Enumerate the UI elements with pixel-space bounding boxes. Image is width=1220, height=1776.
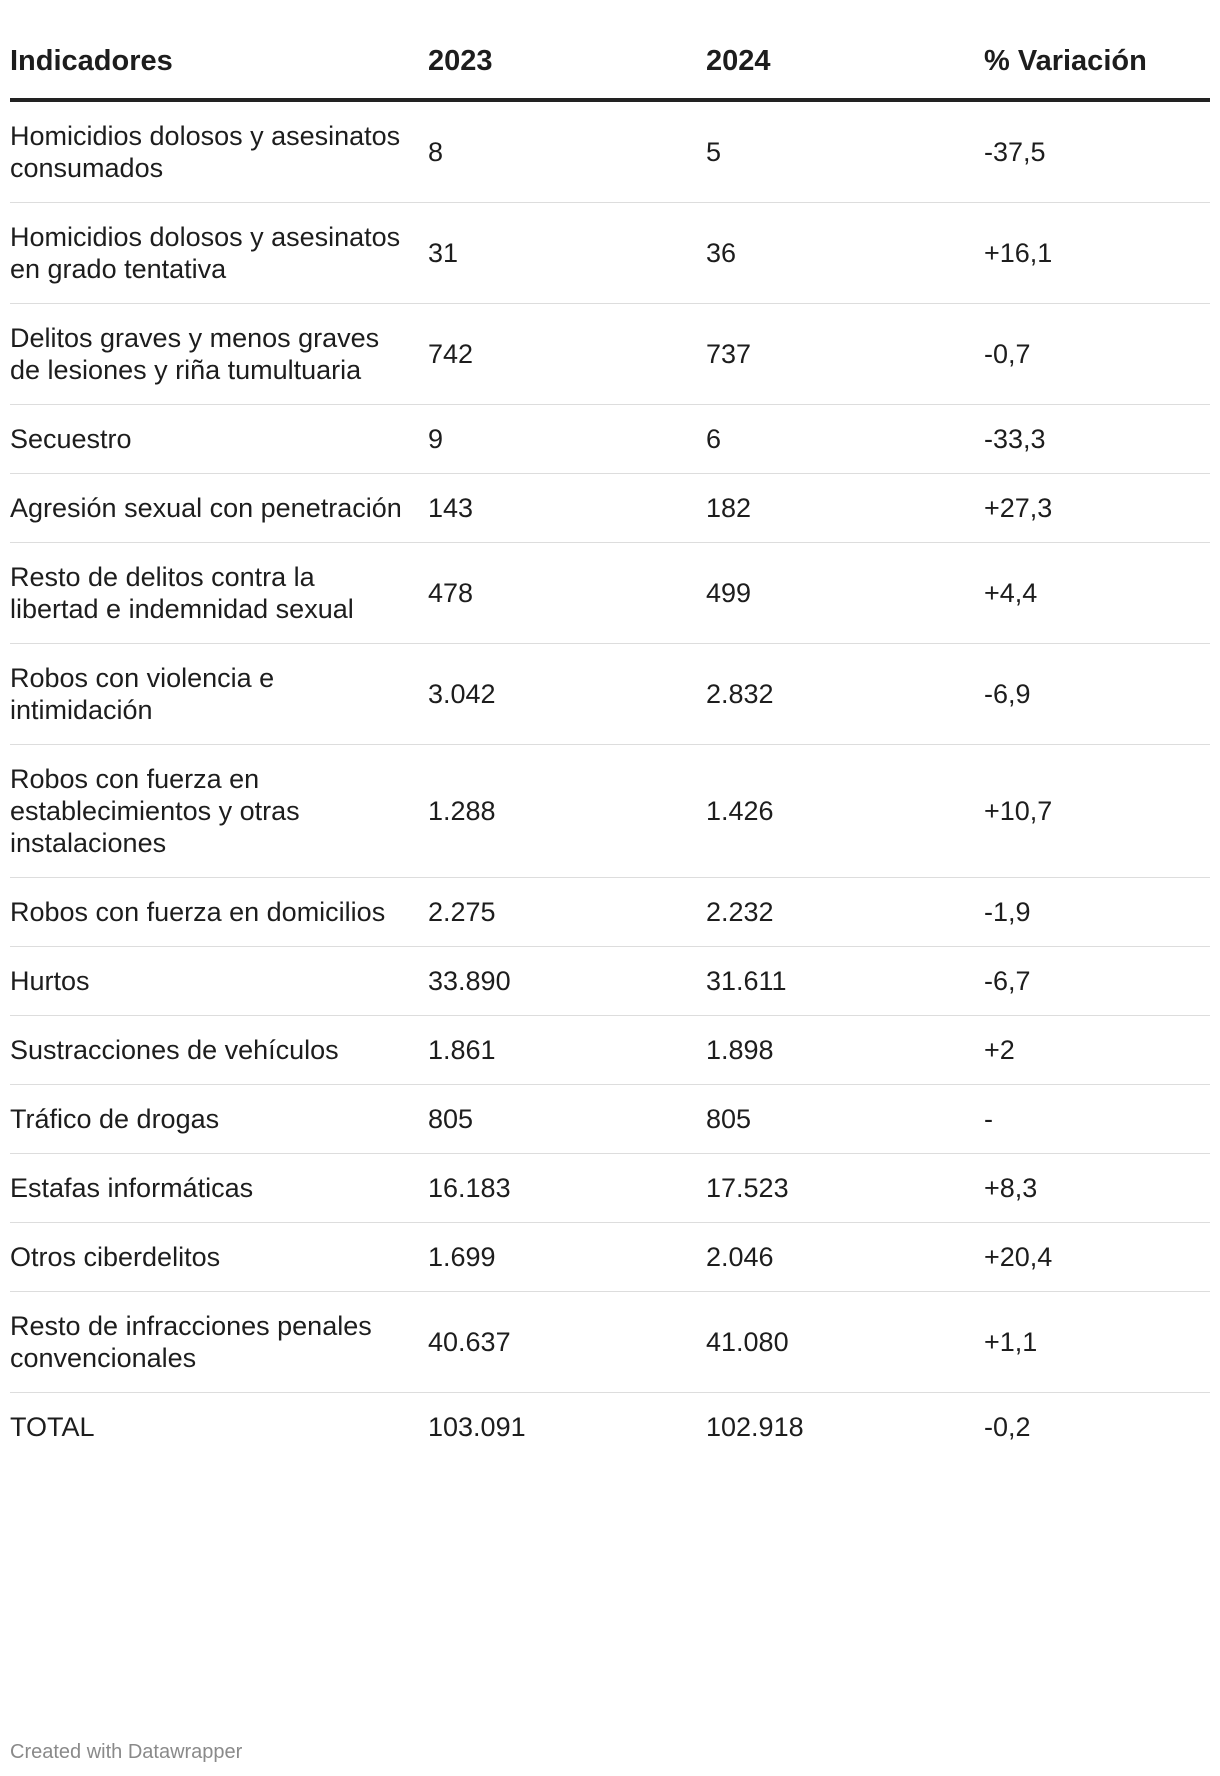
cell-2023: 1.861	[428, 1015, 706, 1085]
cell-variacion: +10,7	[984, 744, 1210, 878]
cell-2024: 1.898	[706, 1015, 984, 1085]
table-row: Otros ciberdelitos 1.699 2.046 +20,4	[10, 1222, 1210, 1292]
cell-2024: 102.918	[706, 1412, 804, 1442]
cell-2024: 17.523	[706, 1153, 984, 1223]
table-body: Homicidios dolosos y asesinatos consumad…	[10, 100, 1210, 1461]
table-row: Delitos graves y menos graves de lesione…	[10, 303, 1210, 405]
cell-2024: 182	[706, 473, 984, 543]
table-row: Robos con fuerza en establecimientos y o…	[10, 744, 1210, 878]
cell-2024: 2.832	[706, 643, 984, 745]
cell-indicador: Secuestro	[10, 404, 428, 474]
cell-indicador: Homicidios dolosos y asesinatos consumad…	[10, 100, 428, 203]
table-header-row: Indicadores 2023 2024 % Variación	[10, 36, 1210, 102]
cell-2024: 5	[706, 100, 984, 203]
table-row: Estafas informáticas 16.183 17.523 +8,3	[10, 1153, 1210, 1223]
cell-2024: 36	[706, 202, 984, 304]
cell-2024: 31.611	[706, 946, 984, 1016]
table-row: Agresión sexual con penetración 143 182 +27…	[10, 473, 1210, 543]
table-row: Homicidios dolosos y asesinatos consumad…	[10, 100, 1210, 203]
cell-2023: 742	[428, 303, 706, 405]
cell-2023: 8	[428, 100, 706, 203]
cell-indicador: Delitos graves y menos graves de lesione…	[10, 303, 428, 405]
table-row: Robos con violencia e intimidación 3.042 2…	[10, 643, 1210, 745]
table-row: Sustracciones de vehículos 1.861 1.898 +2	[10, 1015, 1210, 1085]
cell-2023: 9	[428, 404, 706, 474]
cell-variacion: +16,1	[984, 202, 1210, 304]
table-row: Resto de delitos contra la libertad e in…	[10, 542, 1210, 644]
header-2024: 2024	[706, 36, 984, 102]
data-table: Indicadores 2023 2024 % Variación Homici…	[10, 36, 1210, 1461]
cell-indicador: Agresión sexual con penetración	[10, 473, 428, 543]
cell-2024: 6	[706, 404, 984, 474]
cell-indicador: Resto de infracciones penales convencion…	[10, 1291, 428, 1393]
cell-variacion: +8,3	[984, 1153, 1210, 1223]
cell-2023: 16.183	[428, 1153, 706, 1223]
cell-variacion: -33,3	[984, 404, 1210, 474]
cell-variacion: -6,7	[984, 946, 1210, 1016]
cell-2024: 2.232	[706, 877, 984, 947]
cell-2023: 103.091	[428, 1412, 526, 1442]
cell-variacion: -1,9	[984, 877, 1210, 947]
cell-indicador: TOTAL	[10, 1412, 95, 1442]
cell-variacion: -0,7	[984, 303, 1210, 405]
cell-2024: 41.080	[706, 1291, 984, 1393]
table-row: Homicidios dolosos y asesinatos en grado…	[10, 202, 1210, 304]
cell-indicador: Homicidios dolosos y asesinatos en grado…	[10, 202, 428, 304]
cell-2024: 499	[706, 542, 984, 644]
cell-indicador: Otros ciberdelitos	[10, 1222, 428, 1292]
header-variacion: % Variación	[984, 36, 1210, 102]
cell-2023: 3.042	[428, 643, 706, 745]
table-row: Tráfico de drogas 805 805-	[10, 1084, 1210, 1154]
cell-indicador: Tráfico de drogas	[10, 1084, 428, 1154]
cell-2024: 737	[706, 303, 984, 405]
cell-2024: 805	[706, 1084, 984, 1154]
cell-2024: 2.046	[706, 1222, 984, 1292]
cell-indicador: Robos con violencia e intimidación	[10, 643, 428, 745]
header-indicadores: Indicadores	[10, 36, 428, 102]
cell-variacion: -	[984, 1084, 1210, 1154]
cell-variacion: +1,1	[984, 1291, 1210, 1393]
cell-indicador: Estafas informáticas	[10, 1153, 428, 1223]
cell-variacion: -37,5	[984, 100, 1210, 203]
cell-indicador: Hurtos	[10, 946, 428, 1016]
cell-2023: 2.275	[428, 877, 706, 947]
cell-variacion: +4,4	[984, 542, 1210, 644]
cell-variacion: -0,2	[984, 1412, 1031, 1442]
cell-2024: 1.426	[706, 744, 984, 878]
cell-indicador: Robos con fuerza en domicilios	[10, 877, 428, 947]
footer-credit: Created with Datawrapper	[10, 1741, 243, 1763]
cell-variacion: +2	[984, 1015, 1210, 1085]
header-2023: 2023	[428, 36, 706, 102]
cell-2023: 31	[428, 202, 706, 304]
cell-indicador: Robos con fuerza en establecimientos y o…	[10, 744, 428, 878]
table-row: TOTAL 103.091 102.918 -0,2	[10, 1393, 1210, 1462]
cell-variacion: -6,9	[984, 643, 1210, 745]
cell-indicador: Resto de delitos contra la libertad e in…	[10, 542, 428, 644]
cell-2023: 33.890	[428, 946, 706, 1016]
cell-variacion: +27,3	[984, 473, 1210, 543]
cell-indicador: Sustracciones de vehículos	[10, 1015, 428, 1085]
table-row: Resto de infracciones penales convencion…	[10, 1291, 1210, 1393]
cell-2023: 40.637	[428, 1291, 706, 1393]
cell-2023: 1.699	[428, 1222, 706, 1292]
table-row: Hurtos 33.890 31.611 -6,7	[10, 946, 1210, 1016]
cell-2023: 143	[428, 473, 706, 543]
cell-2023: 478	[428, 542, 706, 644]
cell-2023: 1.288	[428, 744, 706, 878]
cell-variacion: +20,4	[984, 1222, 1210, 1292]
table-row: Secuestro 9 6 -33,3	[10, 404, 1210, 474]
table-row: Robos con fuerza en domicilios 2.275 2.232…	[10, 877, 1210, 947]
cell-2023: 805	[428, 1084, 706, 1154]
